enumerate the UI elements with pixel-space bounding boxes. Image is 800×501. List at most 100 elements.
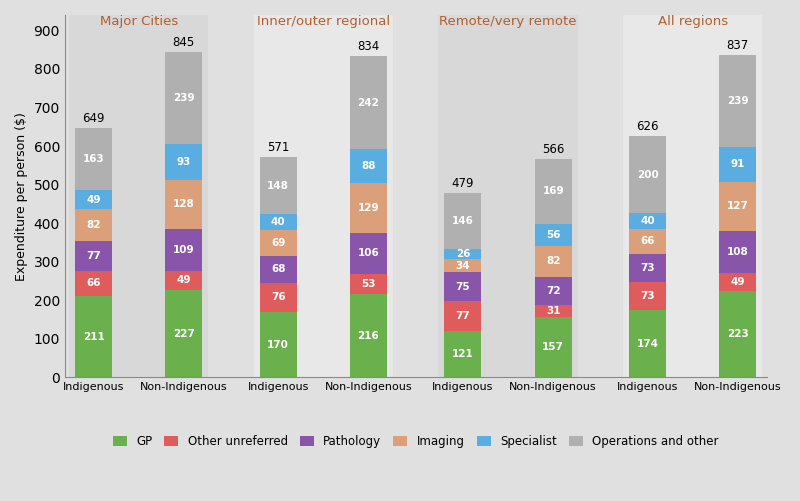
Bar xyxy=(629,254,666,282)
Text: 146: 146 xyxy=(452,216,474,226)
Text: 127: 127 xyxy=(727,201,749,211)
Bar xyxy=(166,52,202,144)
Bar xyxy=(445,301,482,331)
Bar xyxy=(534,245,572,277)
Bar xyxy=(260,283,297,312)
Bar xyxy=(534,224,572,245)
Bar xyxy=(350,274,387,294)
Text: 566: 566 xyxy=(542,143,564,156)
Bar xyxy=(166,229,202,271)
Bar xyxy=(719,55,756,147)
Text: 31: 31 xyxy=(546,306,561,316)
Text: 128: 128 xyxy=(173,199,194,209)
Text: 626: 626 xyxy=(636,120,659,133)
Bar xyxy=(719,231,756,273)
Text: 200: 200 xyxy=(637,170,658,180)
Text: 73: 73 xyxy=(640,291,655,301)
Text: 129: 129 xyxy=(358,203,379,213)
Bar xyxy=(623,15,762,377)
Bar xyxy=(69,15,209,377)
Bar xyxy=(260,230,297,257)
Text: 72: 72 xyxy=(546,286,561,296)
Text: 837: 837 xyxy=(726,39,749,52)
Bar xyxy=(438,15,578,377)
Text: 82: 82 xyxy=(546,257,561,267)
Text: 106: 106 xyxy=(358,248,379,259)
Bar xyxy=(445,272,482,301)
Text: 148: 148 xyxy=(267,181,289,191)
Bar xyxy=(166,144,202,180)
Text: Remote/very remote: Remote/very remote xyxy=(439,16,577,29)
Bar xyxy=(719,273,756,292)
Text: 49: 49 xyxy=(86,195,101,205)
Text: 66: 66 xyxy=(640,236,655,246)
Text: 49: 49 xyxy=(730,277,745,287)
Bar xyxy=(260,214,297,230)
Text: 169: 169 xyxy=(542,186,564,196)
Bar xyxy=(350,149,387,183)
Bar xyxy=(350,233,387,274)
Bar xyxy=(75,296,112,377)
Text: 121: 121 xyxy=(452,349,474,359)
Bar xyxy=(350,183,387,233)
Text: 163: 163 xyxy=(82,154,104,164)
Text: 73: 73 xyxy=(640,263,655,273)
Text: 109: 109 xyxy=(173,245,194,255)
Bar xyxy=(350,294,387,377)
Bar xyxy=(629,228,666,254)
Text: 88: 88 xyxy=(362,161,376,171)
Bar xyxy=(260,157,297,214)
Legend: GP, Other unreferred, Pathology, Imaging, Specialist, Operations and other: GP, Other unreferred, Pathology, Imaging… xyxy=(108,430,723,453)
Text: 239: 239 xyxy=(727,96,749,106)
Text: 68: 68 xyxy=(271,265,286,275)
Bar xyxy=(719,182,756,231)
Text: 49: 49 xyxy=(177,276,191,286)
Bar xyxy=(534,277,572,305)
Bar xyxy=(350,56,387,149)
Text: 40: 40 xyxy=(271,217,286,227)
Text: 53: 53 xyxy=(362,279,376,289)
Bar xyxy=(75,209,112,241)
Text: 242: 242 xyxy=(358,98,379,108)
Text: 75: 75 xyxy=(455,282,470,292)
Bar xyxy=(534,305,572,317)
Text: 77: 77 xyxy=(455,311,470,321)
Bar xyxy=(75,190,112,209)
Text: 40: 40 xyxy=(640,216,655,226)
Text: 82: 82 xyxy=(86,220,101,230)
Text: 170: 170 xyxy=(267,340,289,350)
Text: 66: 66 xyxy=(86,279,101,289)
Text: 479: 479 xyxy=(452,177,474,190)
Bar xyxy=(445,193,482,249)
Bar xyxy=(166,180,202,229)
Text: 108: 108 xyxy=(727,247,749,257)
Text: All regions: All regions xyxy=(658,16,728,29)
Y-axis label: Expenditure per person ($): Expenditure per person ($) xyxy=(15,112,28,281)
Bar xyxy=(445,259,482,272)
Text: 227: 227 xyxy=(173,329,194,339)
Text: 216: 216 xyxy=(358,331,379,341)
Bar xyxy=(445,249,482,259)
Text: 571: 571 xyxy=(267,141,290,154)
Bar xyxy=(629,310,666,377)
Text: 834: 834 xyxy=(358,40,380,53)
Bar xyxy=(629,282,666,310)
Text: 56: 56 xyxy=(546,230,561,240)
Bar xyxy=(254,15,393,377)
Bar xyxy=(75,128,112,190)
Bar xyxy=(75,271,112,296)
Bar xyxy=(75,241,112,271)
Bar xyxy=(166,290,202,377)
Text: Major Cities: Major Cities xyxy=(99,16,178,29)
Text: 211: 211 xyxy=(82,332,104,342)
Text: 76: 76 xyxy=(271,292,286,302)
Text: 845: 845 xyxy=(173,36,195,49)
Bar xyxy=(629,213,666,228)
Text: 157: 157 xyxy=(542,342,564,352)
Bar xyxy=(534,159,572,224)
Text: 91: 91 xyxy=(730,159,745,169)
Bar xyxy=(719,292,756,377)
Text: 174: 174 xyxy=(637,339,658,349)
Bar xyxy=(719,147,756,182)
Text: 649: 649 xyxy=(82,112,105,125)
